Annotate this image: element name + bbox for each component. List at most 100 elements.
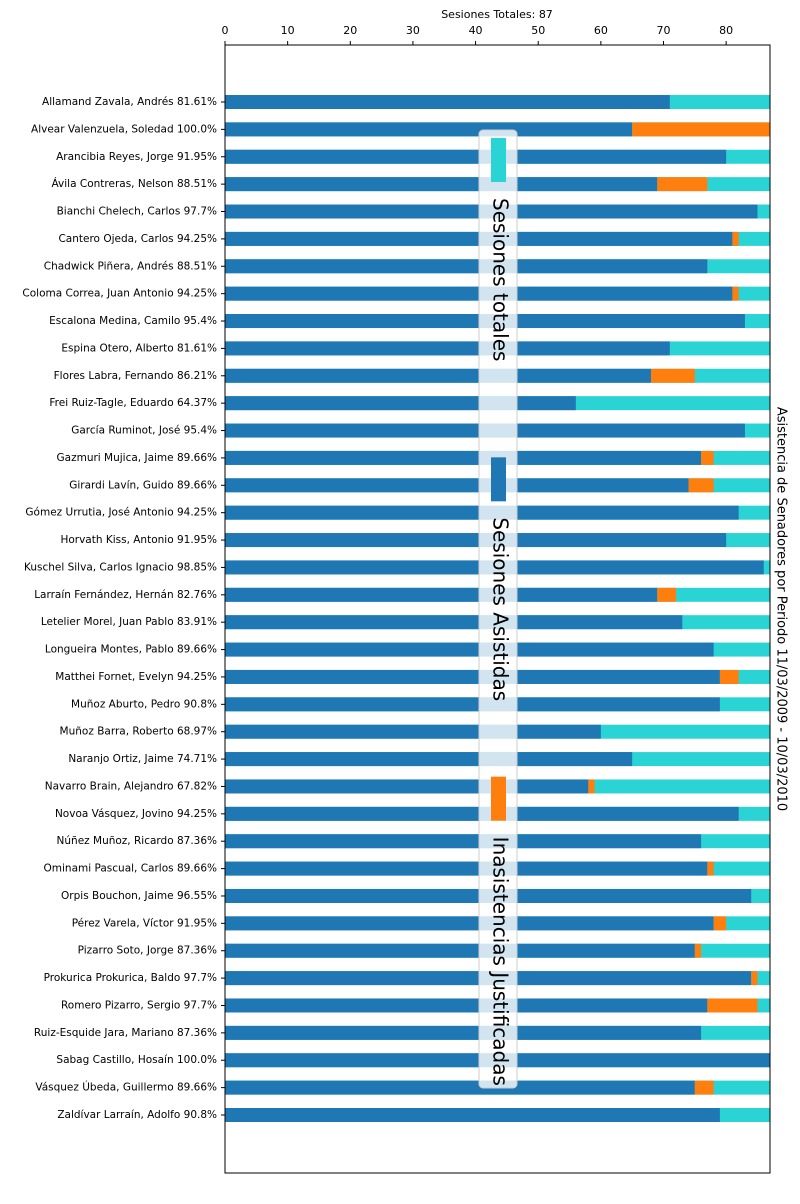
y-tick-label: Romero Pizarro, Sergio 97.7% xyxy=(61,999,217,1011)
x-tick-label: 50 xyxy=(531,24,545,37)
bar-segment xyxy=(225,943,695,958)
y-tick-label: Flores Labra, Fernando 86.21% xyxy=(54,370,217,382)
y-tick-label: Gazmuri Mujica, Jaime 89.66% xyxy=(57,452,218,464)
y-tick-label: Navarro Brain, Alejandro 67.82% xyxy=(45,780,217,792)
y-tick-label: Naranjo Ortiz, Jaime 74.71% xyxy=(68,753,217,765)
bar-segment xyxy=(225,834,702,849)
bar-segment xyxy=(225,149,727,164)
bar-segment xyxy=(694,1080,714,1095)
bar-segment xyxy=(225,341,670,356)
bar-segment xyxy=(694,943,702,958)
bar-segment xyxy=(225,779,589,794)
bar-segment xyxy=(707,861,714,876)
y-tick-label: Arancibia Reyes, Jorge 91.95% xyxy=(56,151,217,163)
legend-label: Sesiones Asistidas xyxy=(489,517,513,701)
legend-label: Inasistencias Justificadas xyxy=(489,837,513,1086)
bar-segment xyxy=(225,1080,695,1095)
legend-swatch xyxy=(491,776,506,821)
y-tick-label: Letelier Morel, Juan Pablo 83.91% xyxy=(41,616,217,628)
bar-segment xyxy=(650,368,695,383)
bar-segment xyxy=(225,95,670,109)
y-tick-label: Pérez Varela, Víctor 91.95% xyxy=(72,917,217,929)
bar-segment xyxy=(225,122,633,137)
y-tick-label: Espina Otero, Alberto 81.61% xyxy=(61,342,217,354)
y-tick-label: García Ruminot, José 95.4% xyxy=(71,425,217,437)
bar-segment xyxy=(225,396,576,411)
x-tick-label: 30 xyxy=(406,24,420,37)
bar-segment xyxy=(713,916,727,931)
bar-segment xyxy=(225,587,658,602)
bar-segment xyxy=(225,724,601,739)
y-tick-label: Ominami Pascual, Carlos 89.66% xyxy=(44,863,217,875)
bar-segment xyxy=(225,642,714,657)
x-tick-label: 70 xyxy=(657,24,671,37)
y-tick-label: Horvath Kiss, Antonio 91.95% xyxy=(60,534,217,546)
bar-segment xyxy=(225,450,702,465)
bar-segment xyxy=(707,998,758,1013)
y-tick-label: Longueira Montes, Pablo 89.66% xyxy=(45,644,217,656)
y-tick-label: Matthei Fornet, Evelyn 94.25% xyxy=(55,671,217,683)
y-tick-label: Ávila Contreras, Nelson 88.51% xyxy=(51,177,217,190)
bar-segment xyxy=(657,177,708,192)
y-tick-label: Frei Ruiz-Tagle, Eduardo 64.37% xyxy=(49,397,217,409)
bar-segment xyxy=(701,450,714,465)
y-tick-label: Gómez Urrutia, José Antonio 94.25% xyxy=(25,507,217,519)
legend-box xyxy=(478,129,518,1089)
bar-segment xyxy=(732,231,739,246)
x-tick-label: 10 xyxy=(281,24,295,37)
legend-label: Sesiones totales xyxy=(489,198,513,361)
bar-segment xyxy=(225,533,727,548)
y-tick-label: Bianchi Chelech, Carlos 97.7% xyxy=(57,206,217,218)
bar-segment xyxy=(225,615,683,630)
x-tick-label: 0 xyxy=(222,24,229,37)
y-tick-label: Muñoz Barra, Roberto 68.97% xyxy=(60,726,217,738)
bar-segment xyxy=(719,669,739,684)
y-tick-label: Orpis Bouchon, Jaime 96.55% xyxy=(61,890,217,902)
plot-frame xyxy=(224,44,771,1174)
y-tick-label: Alvear Valenzuela, Soledad 100.0% xyxy=(31,123,217,135)
bar-segment xyxy=(632,122,770,137)
bar-segment xyxy=(732,286,739,301)
y-tick-label: Pizarro Soto, Jorge 87.36% xyxy=(78,945,217,957)
y-tick-label: Cantero Ojeda, Carlos 94.25% xyxy=(58,233,217,245)
legend-swatch xyxy=(491,138,506,182)
x-axis-label: Sesiones Totales: 87 xyxy=(441,8,553,21)
bar-segment xyxy=(225,752,633,767)
y-tick-label: Chadwick Piñera, Andrés 88.51% xyxy=(44,260,217,272)
bar-segment xyxy=(225,1025,702,1040)
y-tick-label: Allamand Zavala, Andrés 81.61% xyxy=(42,96,217,108)
bar-segment xyxy=(588,779,595,794)
bar-segment xyxy=(225,669,720,684)
bar-segment xyxy=(225,259,708,274)
bar-segment xyxy=(657,587,677,602)
bar-segment xyxy=(751,971,758,986)
y-tick-label: Novoa Vásquez, Jovino 94.25% xyxy=(55,808,217,820)
x-tick-label: 20 xyxy=(343,24,357,37)
y-tick-label: Coloma Correa, Juan Antonio 94.25% xyxy=(22,288,217,300)
bar-segment xyxy=(225,998,708,1013)
x-tick-label: 40 xyxy=(469,24,483,37)
y-tick-label: Kuschel Silva, Carlos Ignacio 98.85% xyxy=(24,561,217,573)
bar-segment xyxy=(225,861,708,876)
y-tick-label: Girardi Lavín, Guido 89.66% xyxy=(69,479,217,491)
bar-segment xyxy=(225,697,720,712)
legend-swatch xyxy=(491,457,506,502)
right-axis-label: Asistencia de Senadores por Periodo 11/0… xyxy=(774,407,789,811)
bar-segment xyxy=(225,1108,720,1122)
bar-segment xyxy=(688,478,714,493)
y-tick-label: Prokurica Prokurica, Baldo 97.7% xyxy=(44,972,217,984)
y-tick-label: Zaldívar Larraín, Adolfo 90.8% xyxy=(57,1109,217,1121)
bar-segment xyxy=(225,368,651,383)
y-tick-label: Larraín Fernández, Hernán 82.76% xyxy=(34,589,217,601)
bar-segment xyxy=(225,478,689,493)
y-tick-label: Núñez Muñoz, Ricardo 87.36% xyxy=(57,835,217,847)
y-tick-label: Escalona Medina, Camilo 95.4% xyxy=(49,315,217,327)
y-tick-label: Muñoz Aburto, Pedro 90.8% xyxy=(71,698,217,710)
x-tick-label: 80 xyxy=(719,24,733,37)
bar-segment xyxy=(225,916,714,931)
bar-segment xyxy=(225,177,658,192)
y-tick-label: Ruiz-Esquide Jara, Mariano 87.36% xyxy=(34,1027,217,1039)
x-tick-label: 60 xyxy=(594,24,608,37)
y-tick-label: Sabag Castillo, Hosaín 100.0% xyxy=(56,1054,217,1066)
